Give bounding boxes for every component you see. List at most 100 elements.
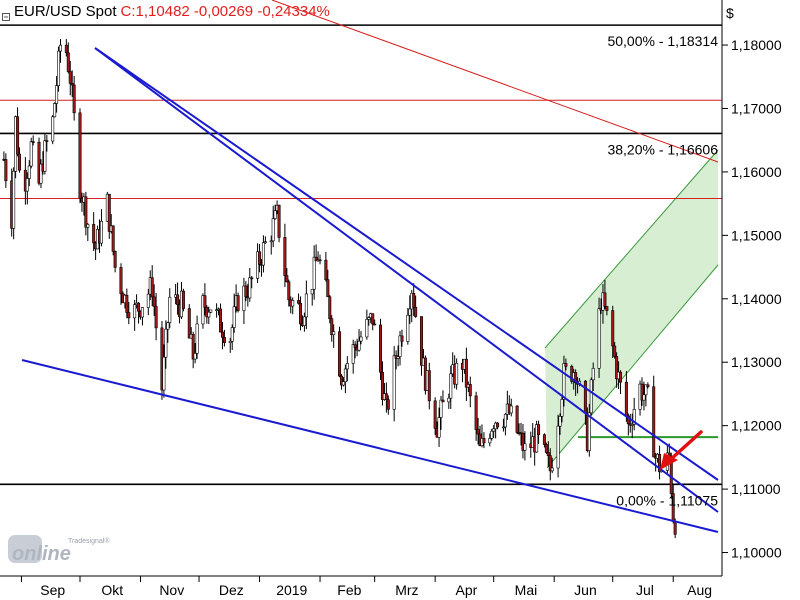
candle-body <box>127 312 131 319</box>
y-tick-label: 1,15000 <box>731 227 782 243</box>
candle-body <box>544 444 548 453</box>
green-channel-lower-line <box>546 264 719 469</box>
candle-body <box>31 141 35 143</box>
candle-body <box>164 328 168 358</box>
candle-body <box>351 344 355 364</box>
candle-body <box>341 381 345 386</box>
chart-handle-icon[interactable] <box>2 8 10 22</box>
candle-body <box>521 432 525 451</box>
candle-body <box>181 290 185 309</box>
x-tick-label: Jul <box>636 582 654 598</box>
candle-body <box>482 437 486 444</box>
candle-body <box>468 384 472 397</box>
fib-level-label: 50,00% - 1,18314 <box>607 33 718 49</box>
candle-body <box>162 356 166 391</box>
candle-body <box>433 400 437 429</box>
candle-body <box>27 165 31 179</box>
candle-body <box>328 296 332 320</box>
red-arrow-annotation <box>660 430 703 470</box>
candle-body <box>515 405 519 433</box>
candle-body <box>548 455 552 472</box>
candle-body <box>632 409 636 425</box>
candle-body <box>209 309 213 313</box>
candle-body <box>55 85 59 104</box>
candle-body <box>297 300 301 304</box>
candle-body <box>496 422 500 428</box>
candle-body <box>299 302 303 325</box>
candle-body <box>367 317 371 320</box>
blue-trend-line-middle <box>94 47 719 513</box>
x-tick-label: Okt <box>101 582 123 598</box>
candle-body <box>587 412 591 451</box>
candle-body <box>312 256 316 290</box>
candle-body <box>644 384 648 396</box>
candle-body <box>304 293 308 318</box>
candle-body <box>523 443 527 451</box>
candle-body <box>560 399 564 417</box>
candle-body <box>168 296 172 323</box>
candle-body <box>302 316 306 326</box>
candle-body <box>57 50 61 86</box>
candle-body <box>84 196 88 228</box>
candle-body <box>99 220 103 244</box>
candle-body <box>287 281 291 301</box>
candle-body <box>324 259 328 280</box>
candle-body <box>310 288 314 295</box>
candle-body <box>669 455 673 494</box>
candle-body <box>646 384 650 388</box>
candle-body <box>258 251 262 265</box>
candle-body <box>396 356 400 359</box>
candle-body <box>357 340 361 351</box>
candle-body <box>652 386 656 458</box>
fib-lines <box>0 24 722 486</box>
y-tick-label: 1,10000 <box>731 545 782 561</box>
candle-body <box>550 467 554 472</box>
candle-body <box>66 52 70 72</box>
x-ticks: Sep Okt Nov Dez 2019 Feb Mrz Apr Mai Jun Jul Aug <box>20 576 712 598</box>
candle-body <box>589 379 593 414</box>
blue-trend-line-lower <box>21 359 719 533</box>
candle-body <box>564 363 568 367</box>
candle-body <box>400 335 404 342</box>
fib-level-label: 38,20% - 1,16606 <box>607 141 718 157</box>
candle-body <box>277 204 281 238</box>
candle-body <box>597 308 601 369</box>
candle-body <box>398 335 402 357</box>
chart-title: EUR/USD Spot C:1,10482 -0,00269 -0,24334% <box>2 3 330 22</box>
candle-body <box>318 259 322 262</box>
candle-body <box>583 380 587 414</box>
y-tick-label: 1,14000 <box>731 291 782 307</box>
candle-body <box>228 340 232 343</box>
x-tick-label: Nov <box>159 582 184 598</box>
candle-body <box>542 434 546 445</box>
x-tick-label: Dez <box>219 582 244 598</box>
candle-body <box>166 322 170 330</box>
candle-body <box>441 399 445 403</box>
candle-body <box>45 140 49 142</box>
candle-body <box>338 331 342 377</box>
candle-body <box>605 306 609 311</box>
candle-body <box>455 362 459 385</box>
candle-body <box>339 375 343 386</box>
candle-body <box>18 153 22 171</box>
candle-body <box>509 405 513 414</box>
candle-body <box>332 331 336 335</box>
red-level-lines <box>0 99 722 200</box>
y-tick-label: 1,12000 <box>731 418 782 434</box>
candle-body <box>437 417 441 438</box>
y-axis-panel <box>722 0 800 600</box>
candle-body <box>488 438 492 444</box>
candle-body <box>449 373 453 399</box>
candle-body <box>113 251 117 268</box>
x-tick-label: Aug <box>687 582 712 598</box>
y-tick-label: 1,18000 <box>731 37 782 53</box>
x-tick-label: Mrz <box>395 582 418 598</box>
candle-body <box>53 103 57 118</box>
candle-body <box>203 295 207 308</box>
candle-body <box>242 285 246 311</box>
candle-body <box>64 44 68 54</box>
candle-body <box>195 323 199 354</box>
candle-body <box>345 363 349 370</box>
candle-body <box>613 345 617 357</box>
